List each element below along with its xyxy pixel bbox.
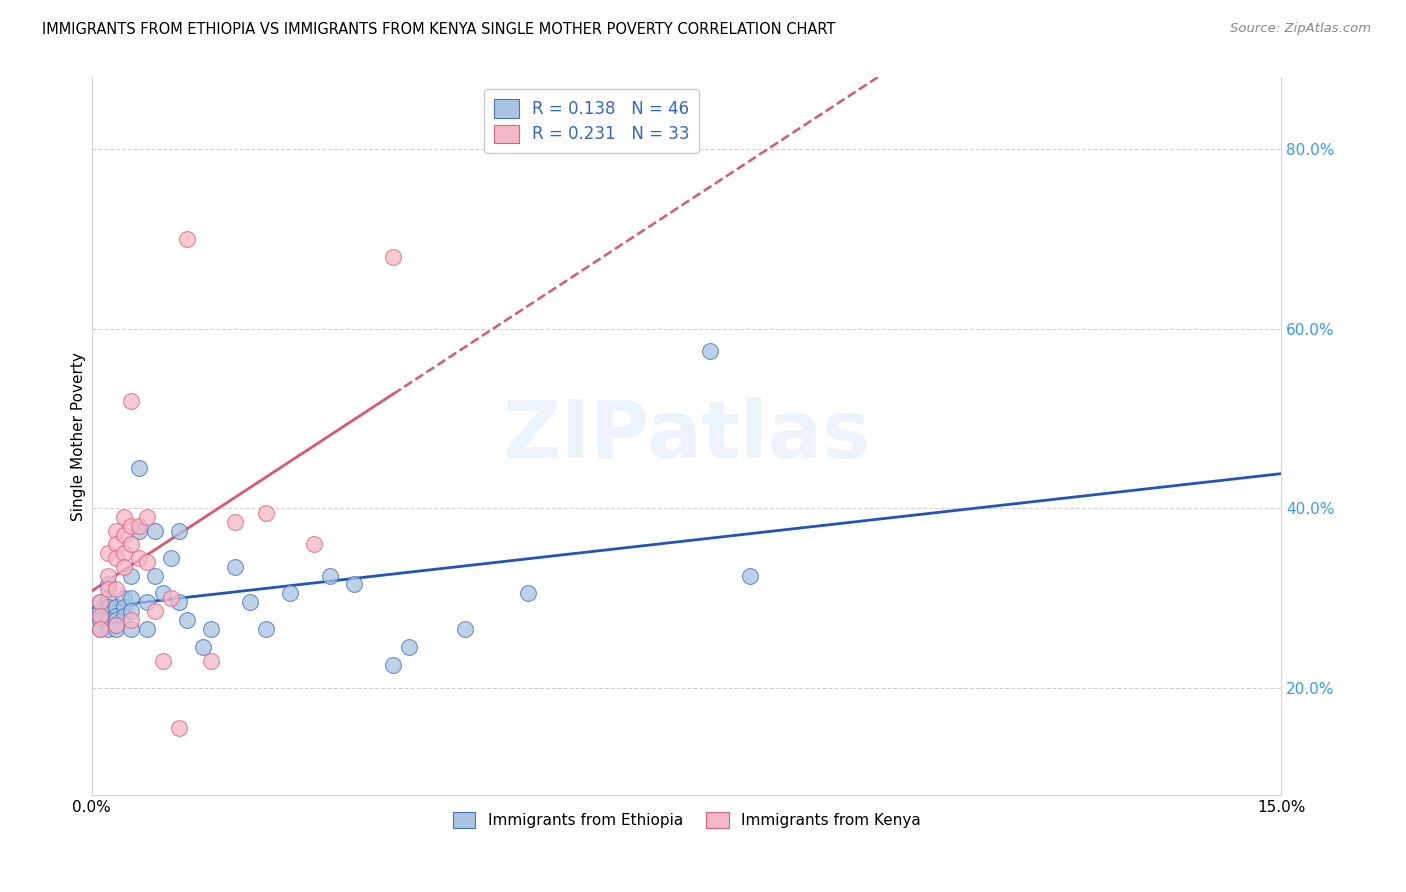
Point <box>136 623 159 637</box>
Point <box>136 555 159 569</box>
Point <box>104 618 127 632</box>
Point <box>97 577 120 591</box>
Point <box>699 344 721 359</box>
Point <box>143 568 166 582</box>
Point <box>112 599 135 614</box>
Point <box>104 614 127 628</box>
Point <box>152 654 174 668</box>
Point <box>517 586 540 600</box>
Text: Source: ZipAtlas.com: Source: ZipAtlas.com <box>1230 22 1371 36</box>
Point <box>128 524 150 538</box>
Point <box>120 623 142 637</box>
Point <box>167 595 190 609</box>
Legend: Immigrants from Ethiopia, Immigrants from Kenya: Immigrants from Ethiopia, Immigrants fro… <box>446 806 927 834</box>
Point <box>120 591 142 605</box>
Point <box>143 604 166 618</box>
Point <box>176 614 198 628</box>
Point <box>104 582 127 596</box>
Point <box>136 595 159 609</box>
Point <box>254 623 277 637</box>
Point <box>136 510 159 524</box>
Point <box>104 524 127 538</box>
Point <box>120 614 142 628</box>
Point <box>453 623 475 637</box>
Point <box>104 537 127 551</box>
Point <box>104 618 127 632</box>
Point <box>160 591 183 605</box>
Point <box>97 582 120 596</box>
Point <box>97 546 120 560</box>
Text: IMMIGRANTS FROM ETHIOPIA VS IMMIGRANTS FROM KENYA SINGLE MOTHER POVERTY CORRELAT: IMMIGRANTS FROM ETHIOPIA VS IMMIGRANTS F… <box>42 22 835 37</box>
Point <box>104 623 127 637</box>
Point <box>167 524 190 538</box>
Point <box>112 591 135 605</box>
Point <box>89 595 111 609</box>
Point <box>120 537 142 551</box>
Point <box>89 604 111 618</box>
Point <box>120 519 142 533</box>
Point <box>104 550 127 565</box>
Point <box>89 614 111 628</box>
Point <box>382 250 405 264</box>
Point <box>128 460 150 475</box>
Point <box>120 393 142 408</box>
Point <box>89 623 111 637</box>
Point <box>319 568 342 582</box>
Point <box>224 559 246 574</box>
Point <box>104 599 127 614</box>
Point <box>89 608 111 623</box>
Point <box>191 640 214 655</box>
Point <box>97 614 120 628</box>
Point <box>382 658 405 673</box>
Point <box>200 623 222 637</box>
Point <box>128 519 150 533</box>
Point <box>89 595 111 609</box>
Point <box>302 537 325 551</box>
Point <box>112 510 135 524</box>
Point <box>112 528 135 542</box>
Text: ZIPatlas: ZIPatlas <box>502 398 870 475</box>
Point <box>160 550 183 565</box>
Point <box>97 599 120 614</box>
Point <box>97 568 120 582</box>
Point <box>97 623 120 637</box>
Point <box>89 623 111 637</box>
Point <box>224 515 246 529</box>
Point <box>128 550 150 565</box>
Point <box>120 568 142 582</box>
Point <box>143 524 166 538</box>
Point <box>112 559 135 574</box>
Point <box>398 640 420 655</box>
Point <box>254 506 277 520</box>
Point <box>112 608 135 623</box>
Point <box>738 568 761 582</box>
Point <box>120 604 142 618</box>
Point <box>167 721 190 735</box>
Point <box>239 595 262 609</box>
Point <box>200 654 222 668</box>
Point <box>176 232 198 246</box>
Point <box>112 546 135 560</box>
Point <box>97 591 120 605</box>
Point <box>342 577 364 591</box>
Point <box>104 608 127 623</box>
Point <box>152 586 174 600</box>
Y-axis label: Single Mother Poverty: Single Mother Poverty <box>72 352 86 521</box>
Point <box>278 586 301 600</box>
